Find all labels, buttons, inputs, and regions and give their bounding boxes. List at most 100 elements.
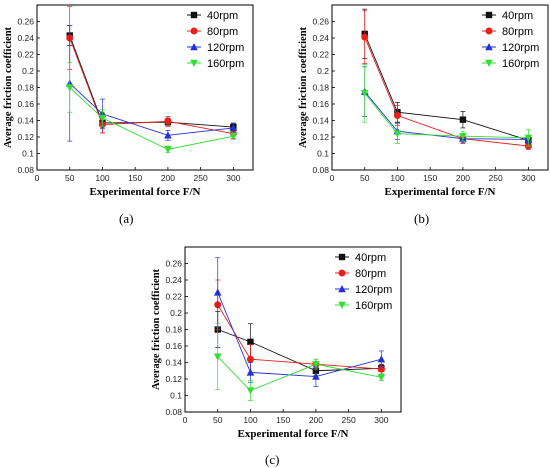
y-tick-label: 0.1 [170, 391, 182, 401]
y-tick-label: 0.22 [312, 50, 329, 60]
legend-marker [338, 301, 346, 309]
y-tick-label: 0.12 [312, 132, 329, 142]
y-axis-label: Average friction coefficient [3, 26, 14, 148]
data-point [312, 372, 320, 380]
data-point [459, 132, 467, 141]
series-160rpm [65, 62, 238, 154]
panel-label-a: (a) [119, 211, 134, 226]
legend-marker [190, 11, 198, 19]
legend-label: 40rpm [207, 10, 238, 22]
panel-label-b: (b) [414, 211, 430, 226]
chart-panel-2: 0.08 0.1 0.12 0.14 0.16 0.18 0.2 0.22 0.24 0.26 0 5… [298, 4, 549, 198]
series-line [217, 329, 382, 372]
x-axis-label: Experimental force F/N [385, 186, 496, 198]
legend-marker [485, 43, 493, 51]
y-tick-label: 0.18 [165, 325, 182, 335]
y-tick-label: 0.22 [17, 50, 34, 60]
x-tick-label: 200 [309, 415, 323, 425]
x-tick-label: 200 [456, 173, 470, 183]
y-tick-label: 0.26 [17, 17, 34, 27]
y-tick-label: 0.26 [165, 259, 182, 269]
series-line [217, 292, 382, 377]
y-tick-label: 0.2 [22, 66, 34, 76]
data-point [524, 134, 533, 142]
legend-marker [485, 27, 493, 35]
legend-label: 80rpm [207, 26, 238, 38]
series-line [364, 33, 529, 141]
data-point [312, 360, 320, 369]
legend-label: 120rpm [502, 42, 539, 54]
data-point [393, 112, 401, 120]
x-tick-label: 100 [390, 173, 404, 183]
x-tick-label: 250 [194, 173, 208, 183]
data-point [164, 131, 172, 139]
legend-marker [338, 269, 346, 277]
data-point [247, 338, 254, 346]
x-tick-label: 300 [374, 415, 388, 425]
x-tick-label: 300 [521, 173, 535, 183]
data-point [229, 123, 238, 132]
series-line [69, 83, 234, 136]
x-tick-label: 300 [226, 173, 240, 183]
y-tick-label: 0.14 [312, 116, 329, 126]
x-axis-label: Experimental force F/N [90, 186, 201, 198]
series-line [364, 37, 529, 147]
x-tick-label: 0 [183, 415, 188, 425]
y-tick-label: 0.16 [312, 99, 329, 109]
y-tick-label: 0.12 [165, 374, 182, 384]
data-point [98, 114, 107, 123]
y-tick-label: 0.1 [317, 149, 329, 159]
y-tick-label: 0.26 [312, 17, 329, 27]
series-line [364, 92, 529, 139]
series-line [69, 37, 234, 135]
legend-marker [190, 43, 198, 51]
series-160rpm [360, 64, 533, 147]
y-tick-label: 0.16 [165, 341, 182, 351]
series-120rpm [213, 257, 386, 387]
y-tick-label: 0.18 [312, 83, 329, 93]
x-tick-label: 0 [35, 173, 40, 183]
series-120rpm [360, 66, 533, 144]
y-tick-label: 0.2 [317, 66, 329, 76]
y-axis-label: Average friction coefficient [151, 268, 162, 390]
series-160rpm [213, 323, 386, 401]
x-tick-label: 0 [330, 173, 335, 183]
y-tick-label: 0.14 [165, 358, 182, 368]
legend-label: 80rpm [502, 26, 533, 38]
legend-marker [190, 59, 198, 67]
x-tick-label: 50 [213, 415, 223, 425]
y-axis-label: Average friction coefficient [298, 26, 309, 148]
y-tick-label: 0.24 [17, 33, 34, 43]
legend: 40rpm 80rpm 120rpm 160rpm [482, 10, 539, 70]
data-point [377, 374, 386, 382]
data-point [213, 353, 222, 361]
legend-label: 160rpm [207, 58, 244, 70]
data-point [213, 288, 222, 296]
data-point [164, 117, 172, 125]
legend-label: 120rpm [355, 284, 392, 296]
legend-marker [485, 11, 493, 19]
data-point [360, 90, 369, 98]
data-point [459, 116, 467, 123]
y-tick-label: 0.08 [312, 165, 329, 175]
chart-panel-1: 0.08 0.1 0.12 0.14 0.16 0.18 0.2 0.22 0.24 0.26 0 5… [3, 4, 254, 198]
y-tick-label: 0.24 [312, 33, 329, 43]
series-40rpm [214, 311, 385, 377]
x-tick-label: 50 [360, 173, 370, 183]
legend-label: 120rpm [207, 42, 244, 54]
y-tick-label: 0.1 [22, 149, 34, 159]
data-point [361, 33, 369, 41]
legend-label: 40rpm [502, 10, 533, 22]
data-point [65, 84, 74, 92]
legend-marker [338, 253, 346, 261]
series-line [217, 356, 382, 392]
panel-label-c: (c) [265, 452, 280, 467]
legend-label: 40rpm [355, 252, 386, 264]
legend-label: 160rpm [502, 58, 539, 70]
data-point [229, 132, 238, 141]
x-tick-label: 150 [423, 173, 437, 183]
x-tick-label: 150 [276, 415, 290, 425]
legend-marker [190, 27, 198, 35]
data-point [393, 130, 402, 138]
